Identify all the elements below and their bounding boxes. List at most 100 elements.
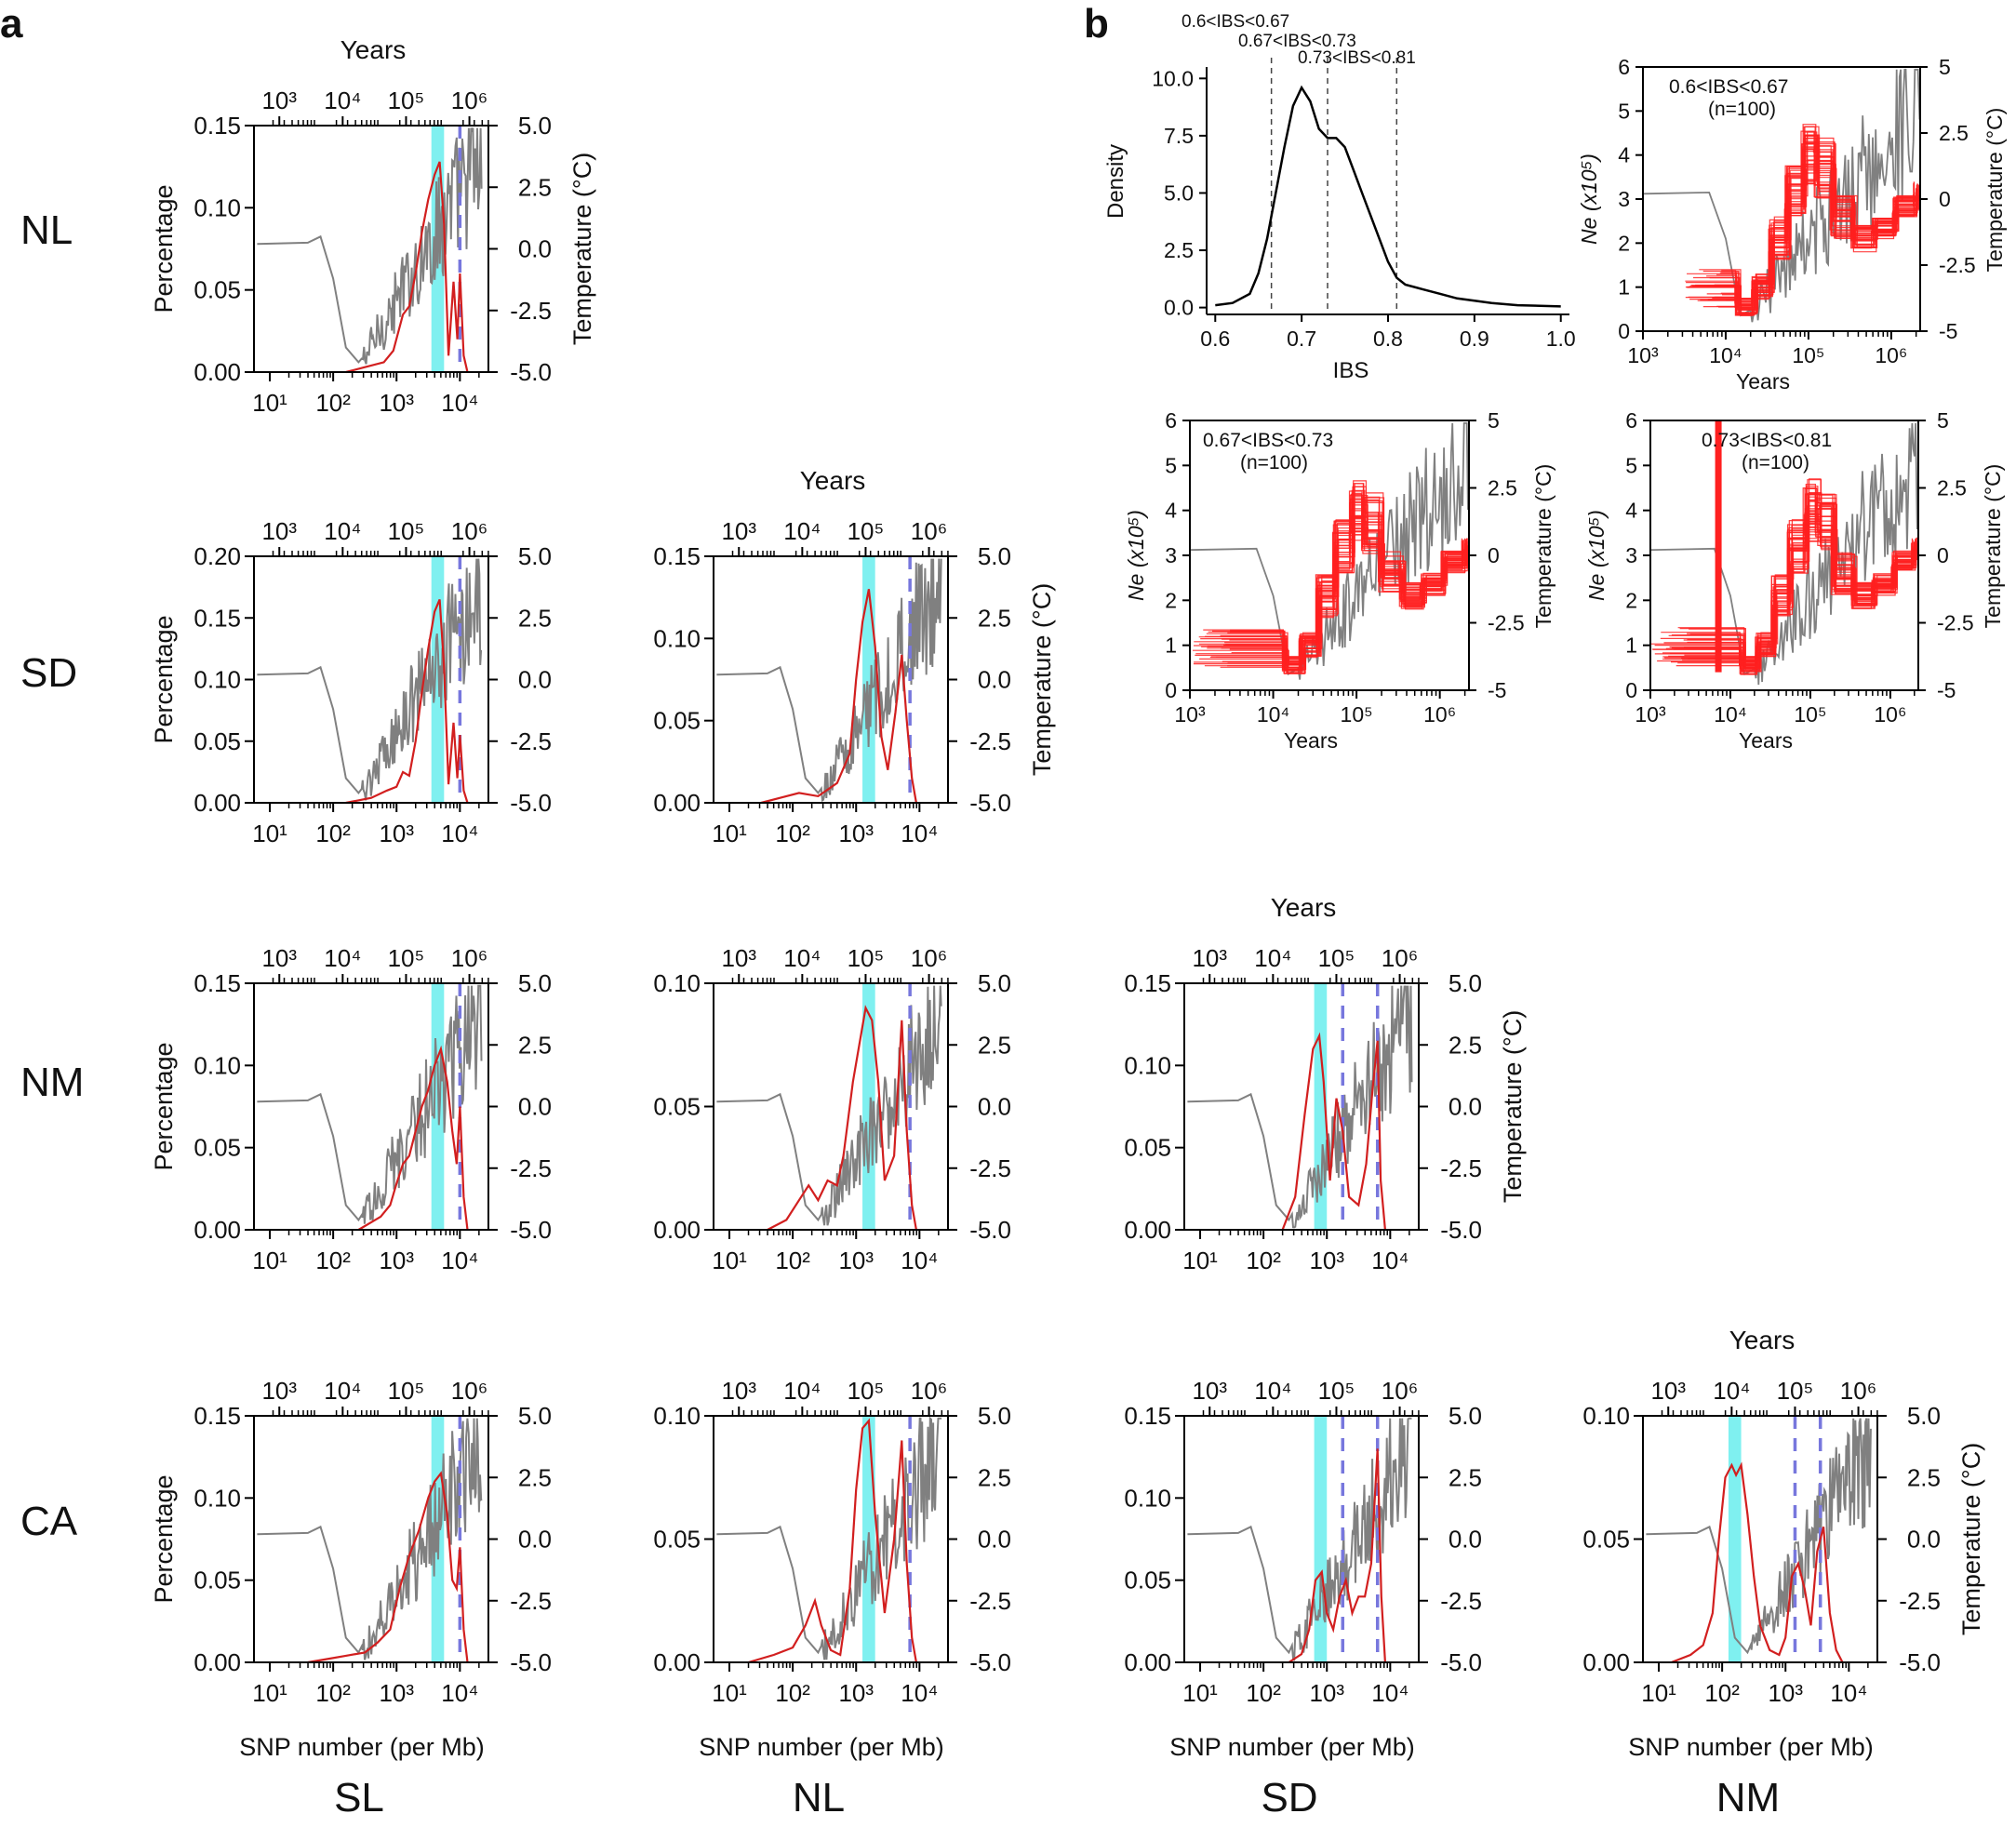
top-tick-label: 10³	[1650, 1377, 1686, 1405]
x-tick-label: 10⁵	[1792, 343, 1824, 367]
column-label-nl: NL	[793, 1775, 845, 1820]
snp-percentage-series	[767, 1005, 917, 1231]
x-tick-label: 10¹	[712, 1247, 747, 1274]
y-axis-title: Percentage	[150, 1474, 178, 1603]
top-tick-label: 10⁶	[451, 1377, 488, 1405]
temp-tick-label: 5.0	[978, 542, 1011, 570]
x-tick-label: 10¹	[252, 1679, 287, 1707]
x-tick-label: 10²	[775, 1247, 810, 1274]
y-tick-label: 0.00	[653, 1648, 701, 1676]
small-multiple-sd-nl: 10¹ 10² 10³ 10⁴ 10³ 10⁴ 10⁵ 10⁶ 0.00 0.05 0.10 0.15…	[653, 466, 1056, 847]
x-tick-label: 10³	[838, 820, 874, 847]
x-tick-label: 10³	[1174, 702, 1206, 727]
y-tick-label: 6	[1165, 408, 1177, 433]
x-tick-label: 10¹	[1182, 1247, 1218, 1274]
temperature-series	[1646, 1418, 1872, 1655]
y-tick-label: 2	[1625, 588, 1637, 612]
x-tick-label: 10²	[775, 820, 810, 847]
top-tick-label: 10⁶	[911, 1377, 948, 1405]
x-axis-title: Years	[1284, 728, 1338, 753]
small-multiple-ca-sl: 10¹ 10² 10³ 10⁴ 10³ 10⁴ 10⁵ 10⁶ 0.00 0.05 0.10 0.15…	[150, 1377, 552, 1761]
temp-tick-label: 2.5	[518, 173, 552, 201]
temp-tick-label: 2.5	[1449, 1463, 1482, 1491]
y-tick-label: 4	[1618, 143, 1630, 167]
top-tick-label: 10³	[721, 944, 756, 972]
plot-frame	[1183, 982, 1420, 1231]
y-axis-title: Density	[1103, 144, 1128, 219]
temperature-series	[1642, 68, 1921, 323]
temp-tick-label: -5.0	[510, 1648, 552, 1676]
x-tick-label: 10¹	[252, 820, 287, 847]
temp-axis-title: Temperature (°C)	[1981, 464, 2005, 629]
x-tick-label: 10³	[1627, 343, 1659, 367]
top-tick-label: 10⁴	[1713, 1377, 1750, 1405]
x-tick-label: 10³	[838, 1247, 874, 1274]
y-tick-label: 1	[1165, 633, 1177, 658]
temperature-series	[716, 558, 942, 803]
small-multiple-ca-sd: 10¹ 10² 10³ 10⁴ 10³ 10⁴ 10⁵ 10⁶ 0.00 0.05 0.10 0.15…	[1124, 1377, 1482, 1761]
temp-axis-title: Temperature (°C)	[1983, 108, 2007, 273]
y-tick-label: 10.0	[1152, 66, 1194, 90]
top-tick-label: 10⁵	[1318, 944, 1355, 972]
y-axis-title: Percentage	[150, 615, 178, 743]
temp-tick-label: -2.5	[1899, 1587, 1941, 1615]
plot-frame	[1642, 66, 1921, 332]
temp-tick-label: 2.5	[1488, 476, 1517, 500]
y-tick-label: 0	[1165, 678, 1177, 702]
temperature-series	[1187, 985, 1413, 1229]
top-tick-label: 10³	[261, 1377, 297, 1405]
top-tick-label: 10⁶	[1840, 1377, 1877, 1405]
y-axis-title: Ne (x10⁵)	[1124, 510, 1148, 601]
x-tick-label: 10⁴	[1830, 1679, 1867, 1707]
x-tick-label: 10⁴	[1257, 702, 1289, 727]
y-tick-label: 0.10	[194, 193, 241, 221]
y-tick-label: 3	[1625, 543, 1637, 567]
x-tick-label: 10⁵	[1794, 702, 1826, 727]
y-tick-label: 0.00	[1124, 1216, 1171, 1244]
top-tick-label: 10⁵	[1777, 1377, 1814, 1405]
x-tick-label: 10³	[1635, 702, 1666, 727]
temp-tick-label: -5.0	[510, 789, 552, 817]
temp-tick-label: 2.5	[978, 1031, 1011, 1059]
ne-plot-2: 10³ 10⁴ 10⁵ 10⁶ 0 1 2 3 4 5 6 5 2.5 0 -2.5 -5 Years Ne (x…	[1124, 408, 1555, 753]
threshold-label: 0.73<IBS<0.81	[1298, 48, 1416, 68]
temp-tick-label: -2.5	[510, 727, 552, 755]
y-tick-label: 5.0	[1164, 180, 1194, 205]
ibs-range-label: 0.6<IBS<0.67	[1669, 76, 1788, 98]
temp-tick-label: 5.0	[1907, 1402, 1941, 1430]
y-tick-label: 0.15	[194, 1402, 241, 1430]
x-tick-label: 10⁴	[1714, 702, 1746, 727]
y-tick-label: 5	[1625, 453, 1637, 477]
row-label-nl: NL	[20, 207, 73, 253]
ibs-range-label: 0.67<IBS<0.73	[1203, 430, 1333, 451]
x-tick-label: 10¹	[712, 820, 747, 847]
temp-tick-label: 0.0	[518, 235, 552, 263]
y-tick-label: 6	[1618, 55, 1630, 79]
x-tick-label: 10³	[379, 389, 414, 417]
density-curve	[1215, 85, 1561, 308]
x-tick-label: 10¹	[252, 1247, 287, 1274]
y-tick-label: 0.05	[194, 1134, 241, 1162]
top-tick-label: 10⁵	[848, 1377, 885, 1405]
top-tick-label: 10⁵	[848, 944, 885, 972]
x-tick-label: 10⁴	[441, 1679, 478, 1707]
temperature-series	[716, 1416, 942, 1660]
top-tick-label: 10³	[721, 1377, 756, 1405]
top-tick-label: 10⁶	[911, 517, 948, 545]
y-tick-label: 6	[1625, 408, 1637, 433]
sample-count-label: (n=100)	[1240, 452, 1308, 473]
y-tick-label: 0.10	[194, 1484, 241, 1512]
top-tick-label: 10³	[721, 517, 756, 545]
y-tick-label: 0.15	[194, 969, 241, 997]
x-axis-title: SNP number (per Mb)	[699, 1733, 944, 1761]
top-tick-label: 10⁵	[388, 944, 425, 972]
top-tick-label: 10⁴	[783, 517, 821, 545]
temp-tick-label: -2.5	[1937, 611, 1974, 635]
ne-trajectory	[1657, 520, 1916, 665]
temp-tick-label: -5	[1939, 319, 1957, 343]
temperature-series	[716, 985, 942, 1226]
temp-tick-label: 0	[1939, 187, 1951, 211]
x-tick-label: 10⁴	[1371, 1247, 1409, 1274]
column-label-nm: NM	[1716, 1775, 1780, 1820]
